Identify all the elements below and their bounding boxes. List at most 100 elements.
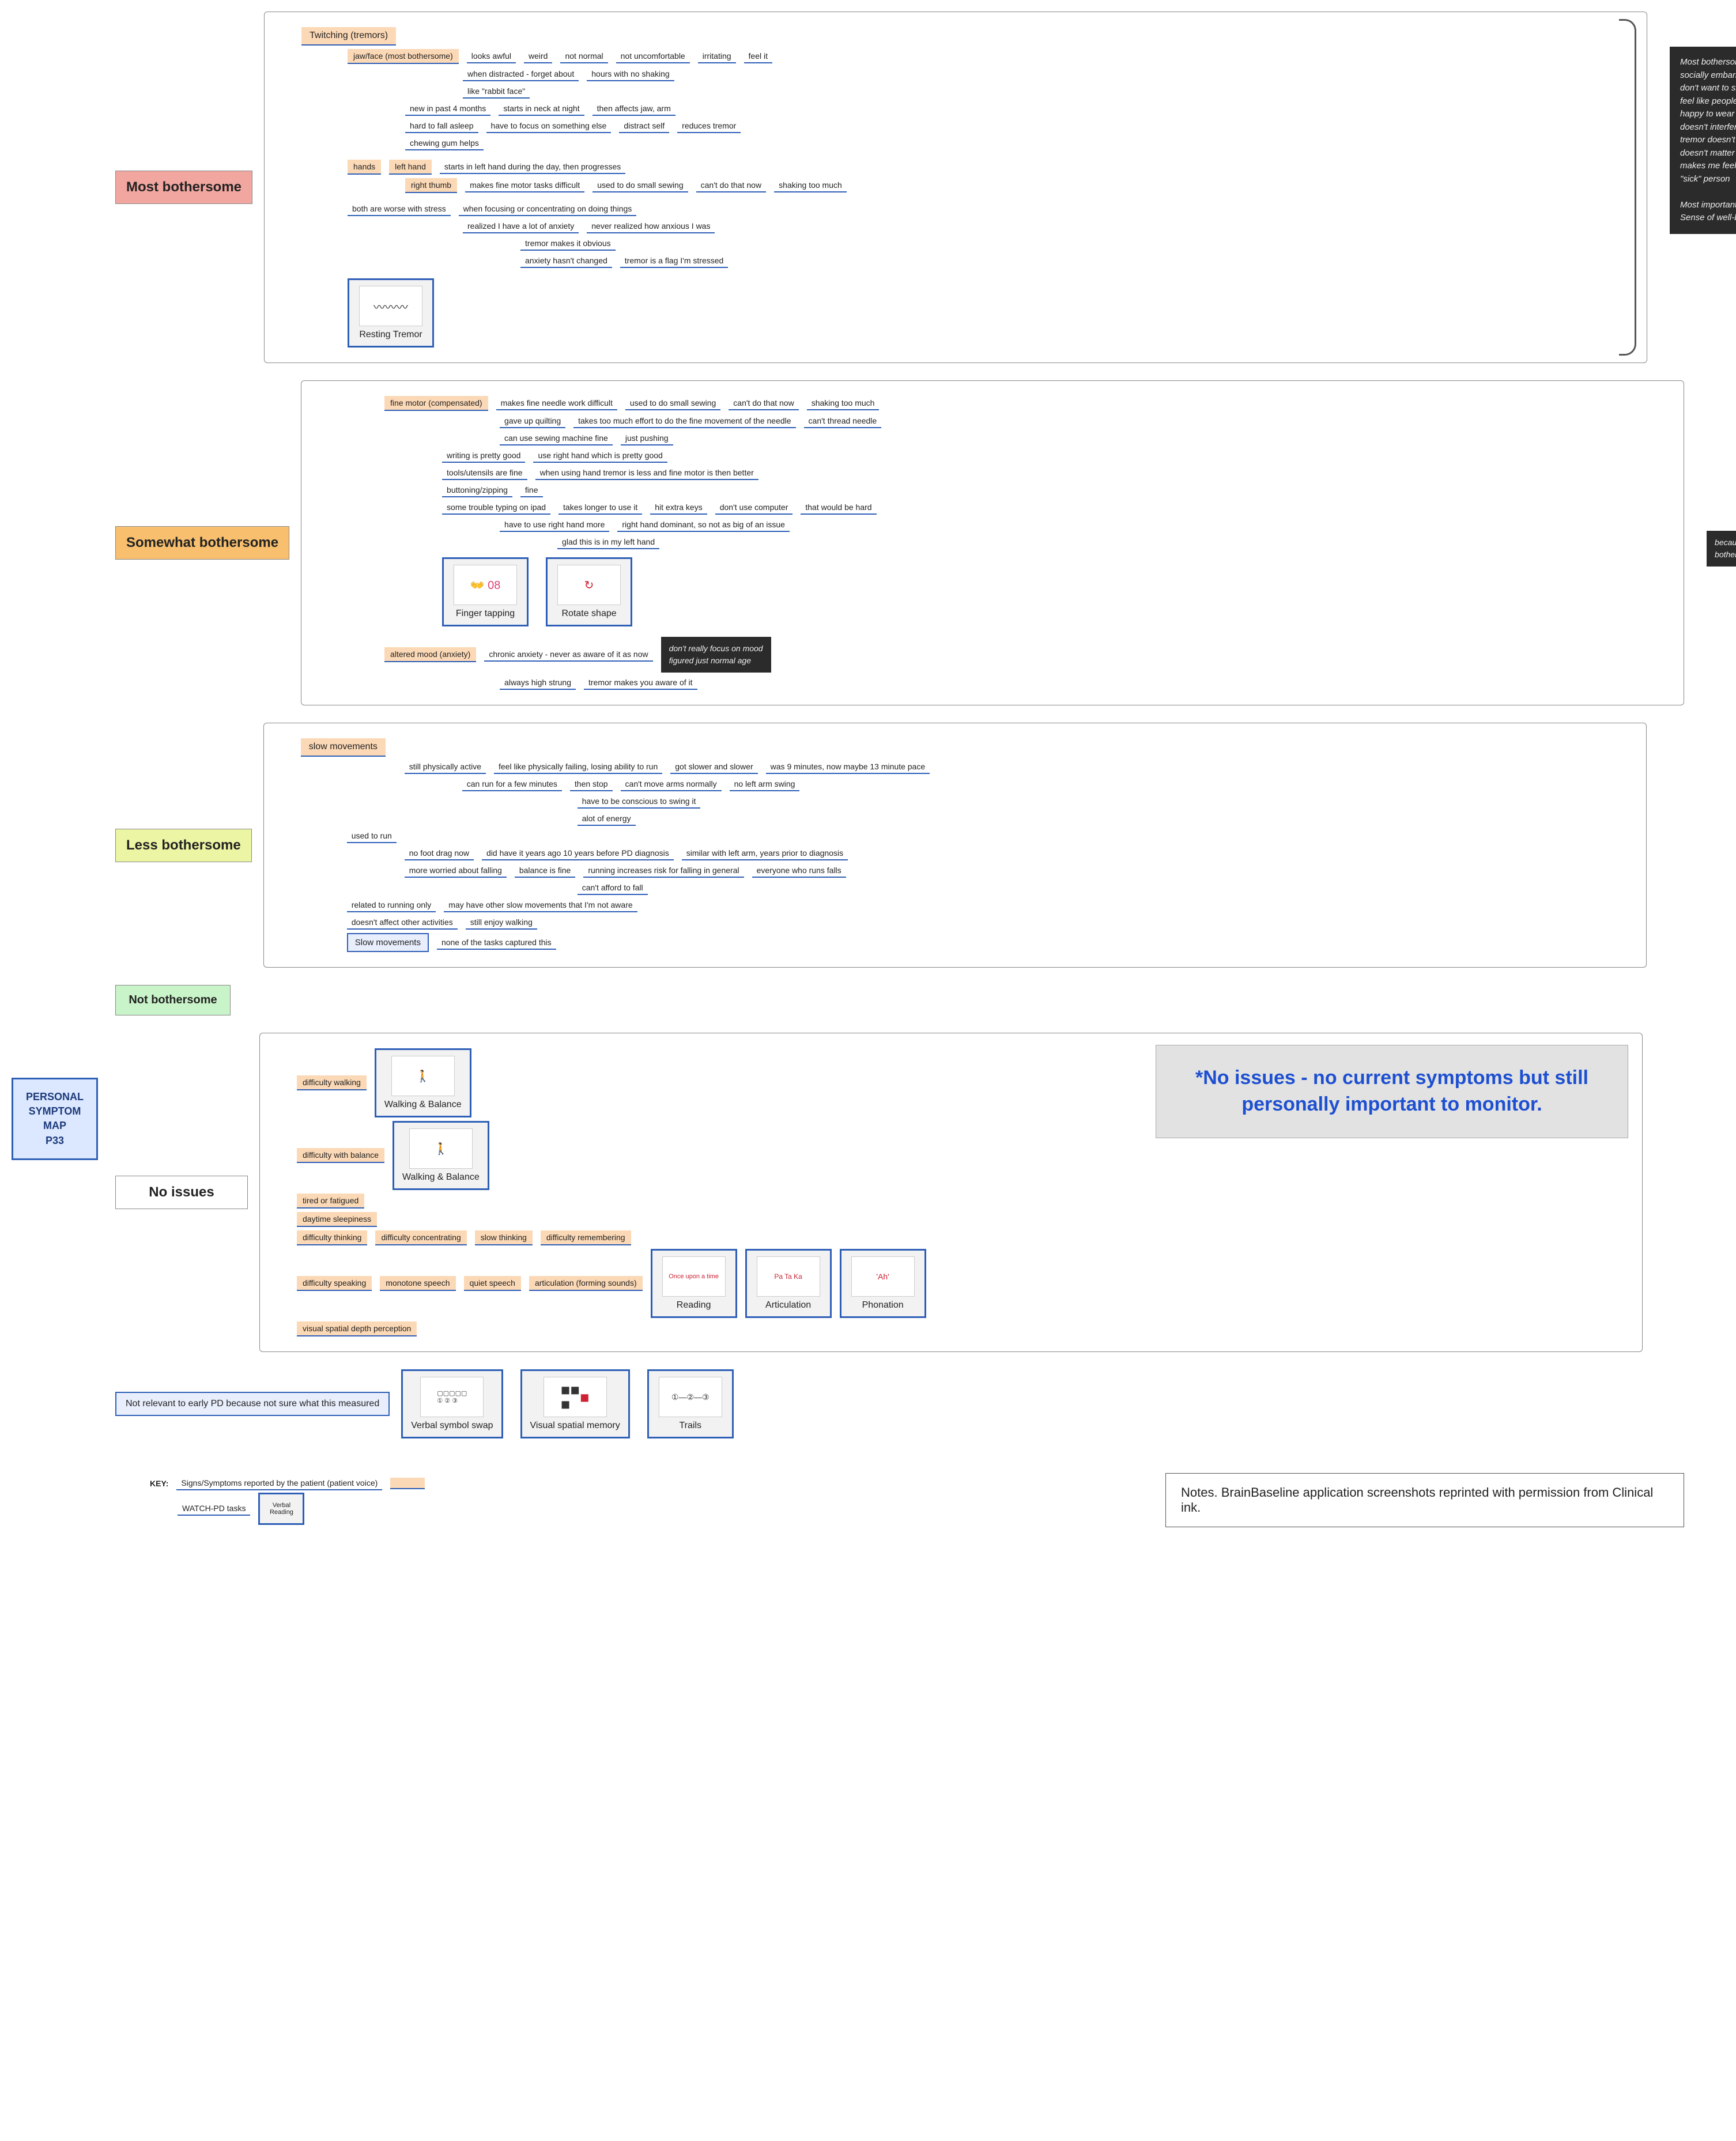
chip: articulation (forming sounds)	[529, 1276, 643, 1291]
leaf: then affects jaw, arm	[592, 102, 675, 116]
cat-somewhat: Somewhat bothersome	[115, 526, 289, 560]
leaf: tremor is a flag I'm stressed	[620, 254, 729, 268]
brace-icon	[1619, 19, 1636, 356]
chip-tired: tired or fatigued	[297, 1194, 364, 1209]
leaf: balance is fine	[515, 864, 576, 878]
panel-somewhat: because compensated it is less bothersom…	[301, 380, 1684, 705]
leaf: can't thread needle	[804, 414, 882, 428]
rotate-icon: ↻	[557, 565, 621, 605]
phonation-icon: 'Ah'	[851, 1256, 915, 1297]
leaf: can't do that now	[696, 179, 766, 192]
leaf-stress: both are worse with stress	[348, 202, 451, 216]
leaf: can't afford to fall	[578, 881, 648, 895]
chip: quiet speech	[464, 1276, 521, 1291]
leaf: tremor makes you aware of it	[584, 676, 697, 690]
chip-visual: visual spatial depth perception	[297, 1321, 417, 1336]
row-not: Not bothersome	[115, 985, 1684, 1015]
leaf: gave up quilting	[500, 414, 565, 428]
leaf: realized I have a lot of anxiety	[463, 220, 579, 233]
leaf: not uncomfortable	[616, 50, 690, 63]
leaf: more worried about falling	[405, 864, 507, 878]
chip-lefthand: left hand	[389, 160, 432, 175]
chip-hands: hands	[348, 160, 381, 175]
leaf: don't use computer	[715, 501, 793, 515]
leaf: not normal	[560, 50, 607, 63]
leaf: tremor makes it obvious	[520, 237, 616, 251]
chip-twitching: Twitching (tremors)	[301, 27, 396, 46]
leaf: everyone who runs falls	[752, 864, 846, 878]
chip-slowmovements: slow movements	[301, 738, 386, 757]
chip: monotone speech	[380, 1276, 455, 1291]
cat-noissues: No issues	[115, 1176, 248, 1209]
leaf: glad this is in my left hand	[557, 535, 659, 549]
swatch-task-icon: Verbal Reading	[258, 1493, 304, 1525]
leaf: doesn't affect other activities	[347, 916, 458, 930]
tremor-icon: 〰〰〰	[359, 286, 422, 326]
leaf: when focusing or concentrating on doing …	[459, 202, 637, 216]
leaf: can use sewing machine fine	[500, 432, 613, 445]
task-resting-tremor: 〰〰〰 Resting Tremor	[348, 278, 434, 348]
leaf: alot of energy	[578, 812, 636, 826]
leaf: got slower and slower	[670, 760, 757, 774]
chip: difficulty remembering	[541, 1230, 631, 1245]
notrelevant-tasks: ▢▢▢▢▢① ② ③ Verbal symbol swap ◼◼◼◼ Visua…	[401, 1369, 734, 1438]
leaf: similar with left arm, years prior to di…	[682, 847, 848, 860]
leaf: still physically active	[405, 760, 486, 774]
leaf: reduces tremor	[677, 119, 741, 133]
leaf: then stop	[570, 777, 613, 791]
leaf: have to use right hand more	[500, 518, 609, 532]
chip: difficulty concentrating	[375, 1230, 466, 1245]
leaf: none of the tasks captured this	[437, 936, 556, 950]
key-title: KEY:	[150, 1479, 168, 1488]
leaf: when distracted - forget about	[463, 67, 579, 81]
leaf: may have other slow movements that I'm n…	[444, 898, 637, 912]
leaf: makes fine needle work difficult	[496, 397, 617, 410]
leaf: always high strung	[500, 676, 576, 690]
chip-balance: difficulty with balance	[297, 1148, 384, 1163]
leaf: running increases risk for falling in ge…	[583, 864, 744, 878]
panel-noissues: difficulty walking 🚶 Walking & Balance d…	[259, 1033, 1643, 1352]
leaf: used to run	[347, 829, 397, 843]
leaf: feel like physically failing, losing abi…	[494, 760, 662, 774]
leaf: can run for a few minutes	[462, 777, 562, 791]
reading-icon: Once upon a time	[662, 1256, 726, 1297]
task-label: Visual spatial memory	[530, 1421, 620, 1431]
bottom-row: KEY: Signs/Symptoms reported by the pati…	[115, 1473, 1684, 1527]
badge-notrelevant: Not relevant to early PD because not sur…	[115, 1392, 390, 1416]
leaf: when using hand tremor is less and fine …	[535, 466, 758, 480]
task-verbal-symbol-swap: ▢▢▢▢▢① ② ③ Verbal symbol swap	[401, 1369, 503, 1438]
note-most: Most bothersome socially embarrassing do…	[1670, 47, 1736, 234]
task-label: Trails	[679, 1421, 701, 1431]
leaf: writing is pretty good	[442, 449, 525, 463]
leaf: no left arm swing	[730, 777, 800, 791]
leaf: right hand dominant, so not as big of an…	[617, 518, 790, 532]
leaf: some trouble typing on ipad	[442, 501, 550, 515]
leaf: used to do small sewing	[625, 397, 720, 410]
chip-rightthumb: right thumb	[405, 178, 457, 193]
note-somewhat: because compensated it is less bothersom…	[1707, 531, 1736, 567]
task-rotate-shape: ↻ Rotate shape	[546, 557, 632, 626]
leaf: hours with no shaking	[587, 67, 674, 81]
leaf: related to running only	[347, 898, 436, 912]
row-noissues: No issues difficulty walking 🚶 Walking &…	[115, 1033, 1684, 1352]
cat-most: Most bothersome	[115, 171, 252, 204]
leaf: hard to fall asleep	[405, 119, 478, 133]
chip-mood: altered mood (anxiety)	[384, 647, 476, 662]
task-reading: Once upon a time Reading	[651, 1249, 737, 1318]
key-b-label: WATCH-PD tasks	[178, 1502, 250, 1516]
leaf: that would be hard	[801, 501, 876, 515]
walk-icon: 🚶	[409, 1128, 473, 1169]
walk-icon: 🚶	[391, 1056, 455, 1096]
panel-less: slow movements still physically active f…	[263, 723, 1647, 968]
root-node: PERSONAL SYMPTOM MAP P33	[12, 1078, 98, 1160]
footnote: Notes. BrainBaseline application screens…	[1165, 1473, 1684, 1527]
leaf: shaking too much	[774, 179, 847, 192]
row-notrelevant: Not relevant to early PD because not sur…	[115, 1369, 1684, 1438]
leaf: use right hand which is pretty good	[533, 449, 667, 463]
leaf: fine	[520, 484, 543, 497]
task-label: Rotate shape	[561, 609, 616, 619]
chip-speak: difficulty speaking	[297, 1276, 372, 1291]
task-visual-spatial-memory: ◼◼◼◼ Visual spatial memory	[520, 1369, 630, 1438]
leaf: chewing gum helps	[405, 137, 484, 150]
cat-less: Less bothersome	[115, 829, 252, 862]
